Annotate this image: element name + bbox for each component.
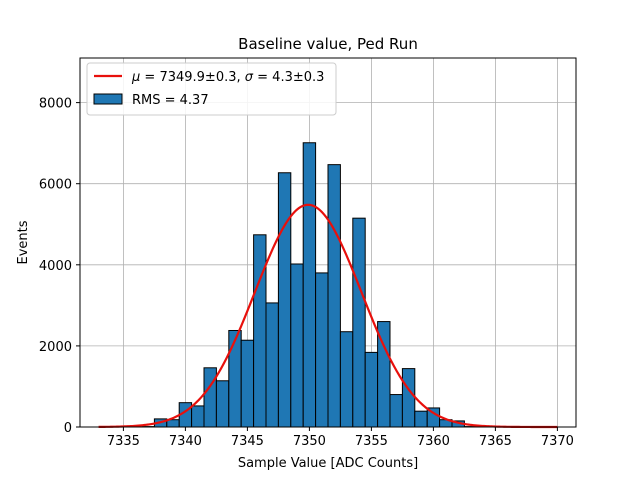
y-tick-label: 0 <box>64 421 72 436</box>
histogram-bar <box>364 351 379 428</box>
x-tick-label: 7355 <box>355 434 388 449</box>
histogram-bar <box>265 302 279 428</box>
legend-box <box>86 62 337 116</box>
gaussian-fit-curve <box>98 203 558 429</box>
histogram-bar <box>228 329 242 428</box>
legend-fit-label: μ = 7349.9±0.3, σ = 4.3±0.3 <box>131 70 324 85</box>
x-tick-label: 7370 <box>541 434 574 449</box>
x-axis-label: Sample Value [ADC Counts] <box>238 456 418 471</box>
y-tick-label: 6000 <box>39 178 72 193</box>
chart-title: Baseline value, Ped Run <box>238 35 418 53</box>
histogram-bar <box>401 368 416 428</box>
legend-hist-label: RMS = 4.37 <box>132 93 209 108</box>
histogram-bar <box>302 142 317 428</box>
x-tick-label: 7365 <box>479 434 512 449</box>
y-tick-label: 8000 <box>39 97 72 112</box>
x-tick-label: 7335 <box>107 434 140 449</box>
histogram-bar <box>389 394 403 428</box>
bars-layer <box>141 142 478 428</box>
histogram-bar <box>203 367 217 428</box>
histogram-bar <box>414 410 428 428</box>
histogram-bar <box>253 234 267 428</box>
histogram-bar <box>327 164 341 428</box>
histogram-bar <box>240 339 255 428</box>
y-axis-label: Events <box>16 220 31 264</box>
histogram-bar <box>277 172 292 428</box>
histogram-bar <box>290 263 304 428</box>
histogram-bar <box>315 272 329 428</box>
legend: μ = 7349.9±0.3, σ = 4.3±0.3 RMS = 4.37 <box>86 62 337 116</box>
x-tick-label: 7345 <box>231 434 264 449</box>
histogram-bar <box>352 217 366 428</box>
x-tick-label: 7360 <box>417 434 450 449</box>
y-tick-label: 2000 <box>39 340 72 355</box>
y-tick-label: 4000 <box>39 259 72 274</box>
x-tick-label: 7340 <box>169 434 202 449</box>
histogram-bar <box>339 331 354 428</box>
legend-hist-swatch <box>93 93 123 105</box>
histogram-bar <box>215 380 230 428</box>
plot-frame <box>79 57 577 428</box>
x-tick-label: 7350 <box>293 434 326 449</box>
x-axis: 7335 7340 7345 7350 7355 7360 7365 7370 <box>107 427 574 449</box>
y-axis: 0 2000 4000 6000 8000 <box>39 97 80 436</box>
histogram-bar <box>191 405 205 428</box>
fit-layer <box>98 203 558 429</box>
